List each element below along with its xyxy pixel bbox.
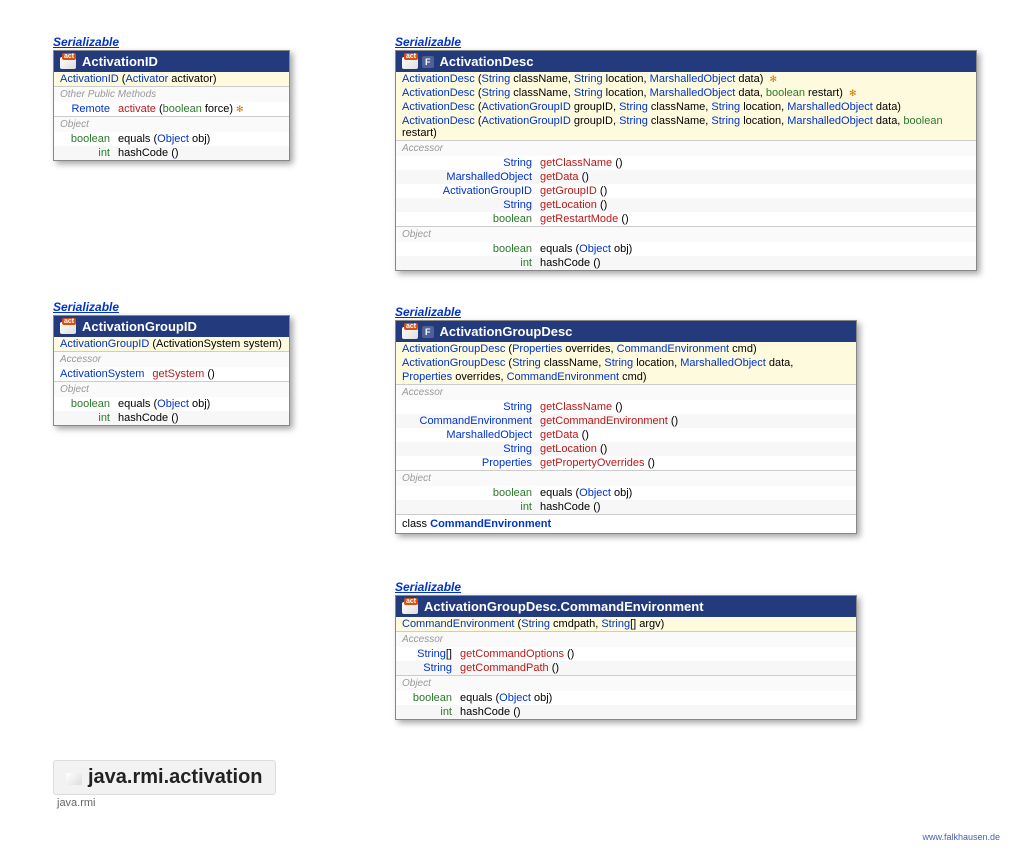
- constructor-row: ActivationGroupDesc (Properties override…: [396, 342, 856, 356]
- class-header: F ActivationDesc: [396, 51, 976, 72]
- class-title: ActivationGroupDesc.CommandEnvironment: [424, 599, 704, 614]
- member-row: ActivationSystem getSystem (): [54, 367, 289, 381]
- member-row: boolean equals (Object obj): [54, 132, 289, 146]
- class-title: ActivationGroupID: [82, 319, 197, 334]
- section-label: Accessor: [396, 385, 856, 400]
- member-row: String getLocation (): [396, 442, 856, 456]
- member-row: int hashCode (): [396, 705, 856, 719]
- member-row: CommandEnvironment getCommandEnvironment…: [396, 414, 856, 428]
- package-icon: [66, 771, 82, 785]
- class-header: ActivationGroupID: [54, 316, 289, 337]
- stereotype-label[interactable]: Serializable: [395, 35, 461, 49]
- package-name: java.rmi.activation: [88, 766, 263, 789]
- constructor-row: ActivationID (Activator activator): [54, 72, 289, 86]
- final-marker: F: [422, 56, 434, 68]
- constructor-row: ActivationDesc (ActivationGroupID groupI…: [396, 114, 976, 140]
- class-icon: [402, 600, 418, 614]
- class-title: ActivationID: [82, 54, 158, 69]
- section-label: Object: [396, 676, 856, 691]
- constructor-row: ActivationGroupID (ActivationSystem syst…: [54, 337, 289, 351]
- class-icon: [402, 55, 418, 69]
- constructor-row: CommandEnvironment (String cmdpath, Stri…: [396, 617, 856, 631]
- member-row: boolean equals (Object obj): [396, 691, 856, 705]
- constructor-row: ActivationDesc (String className, String…: [396, 72, 976, 86]
- stereotype-label[interactable]: Serializable: [53, 300, 119, 314]
- member-row: int hashCode (): [54, 411, 289, 425]
- section-label: Accessor: [54, 352, 289, 367]
- member-row: String getClassName (): [396, 400, 856, 414]
- class-box-commandEnvironment: ActivationGroupDesc.CommandEnvironment Co…: [395, 595, 857, 720]
- class-title: ActivationGroupDesc: [440, 324, 573, 339]
- footer-link[interactable]: www.falkhausen.de: [922, 832, 1000, 842]
- constructor-row: ActivationDesc (String className, String…: [396, 86, 976, 100]
- member-row: String getCommandPath (): [396, 661, 856, 675]
- member-row: int hashCode (): [396, 500, 856, 514]
- class-icon: [60, 320, 76, 334]
- member-row: boolean getRestartMode (): [396, 212, 976, 226]
- class-box-activationGroupDesc: F ActivationGroupDesc ActivationGroupDesc …: [395, 320, 857, 534]
- package-parent: java.rmi: [57, 797, 276, 809]
- member-row: int hashCode (): [54, 146, 289, 160]
- constructor-row: ActivationGroupDesc (String className, S…: [396, 356, 856, 370]
- member-row: MarshalledObject getData (): [396, 428, 856, 442]
- constructor-row: ActivationDesc (ActivationGroupID groupI…: [396, 100, 976, 114]
- stereotype-label[interactable]: Serializable: [53, 35, 119, 49]
- class-icon: [60, 55, 76, 69]
- member-row: String getLocation (): [396, 198, 976, 212]
- section-label: Other Public Methods: [54, 87, 289, 102]
- class-icon: [402, 325, 418, 339]
- member-row: int hashCode (): [396, 256, 976, 270]
- section-label: Object: [54, 382, 289, 397]
- final-marker: F: [422, 326, 434, 338]
- package-label: java.rmi.activation java.rmi: [53, 760, 276, 809]
- member-row: boolean equals (Object obj): [396, 486, 856, 500]
- section-label: Object: [396, 471, 856, 486]
- section-label: Accessor: [396, 632, 856, 647]
- class-box-activationID: ActivationID ActivationID (Activator acti…: [53, 50, 290, 161]
- class-header: ActivationGroupDesc.CommandEnvironment: [396, 596, 856, 617]
- member-row: String[] getCommandOptions (): [396, 647, 856, 661]
- section-label: Accessor: [396, 141, 976, 156]
- stereotype-label[interactable]: Serializable: [395, 580, 461, 594]
- member-row: ActivationGroupID getGroupID (): [396, 184, 976, 198]
- member-row: Properties getPropertyOverrides (): [396, 456, 856, 470]
- section-label: Object: [396, 227, 976, 242]
- section-label: Object: [54, 117, 289, 132]
- nested-class-row[interactable]: class CommandEnvironment: [396, 514, 856, 533]
- stereotype-label[interactable]: Serializable: [395, 305, 461, 319]
- class-header: ActivationID: [54, 51, 289, 72]
- member-row: MarshalledObject getData (): [396, 170, 976, 184]
- member-row: String getClassName (): [396, 156, 976, 170]
- member-row: Remote activate (boolean force)✻: [54, 102, 289, 116]
- member-row: boolean equals (Object obj): [54, 397, 289, 411]
- class-header: F ActivationGroupDesc: [396, 321, 856, 342]
- class-box-activationGroupID: ActivationGroupID ActivationGroupID (Acti…: [53, 315, 290, 426]
- class-box-activationDesc: F ActivationDesc ActivationDesc (String cl…: [395, 50, 977, 271]
- constructor-row: Properties overrides, CommandEnvironment…: [396, 370, 856, 384]
- member-row: boolean equals (Object obj): [396, 242, 976, 256]
- class-title: ActivationDesc: [440, 54, 534, 69]
